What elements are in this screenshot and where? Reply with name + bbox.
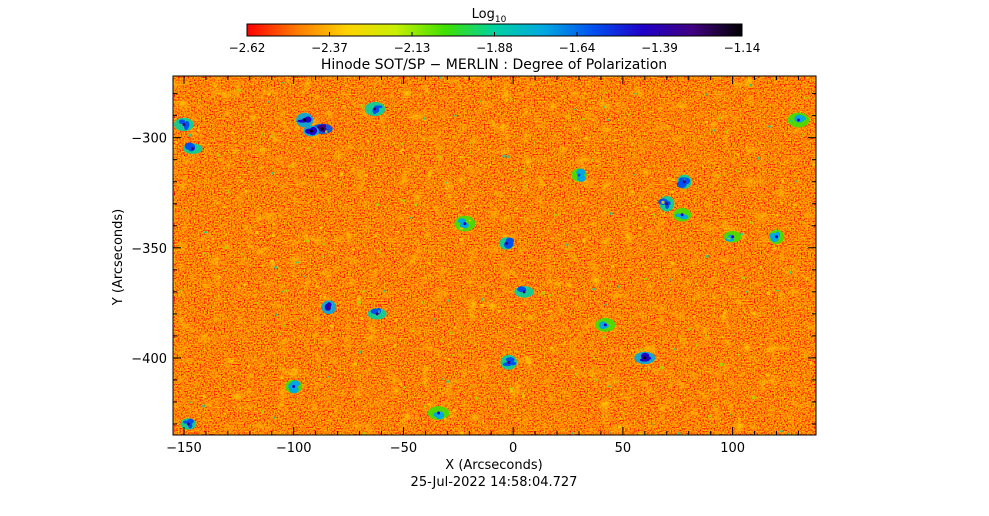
colorbar: Log10 −2.62 −2.37 −2.13 −1.88 −1.64 −1.39 −1.1… [229, 7, 761, 55]
y-tick-label: −400 [131, 352, 167, 367]
colorbar-label: Log10 [472, 7, 507, 25]
x-tick-label: 50 [615, 441, 632, 456]
y-tick-label: −300 [131, 132, 167, 147]
polarization-patch [454, 215, 476, 232]
x-tick-label: −100 [276, 441, 312, 456]
polarization-patch [499, 237, 515, 250]
x-tick-label: 100 [720, 441, 745, 456]
polarization-patch [571, 168, 587, 182]
y-axis-label: Y (Arcseconds) [111, 209, 126, 306]
colorbar-tick-label: −2.13 [394, 41, 431, 55]
y-tick-label: −350 [131, 242, 167, 257]
polarization-patch [285, 379, 303, 394]
polarization-patch [595, 317, 616, 332]
polarization-patch [296, 112, 314, 128]
chart-title: Hinode SOT/SP − MERLIN : Degree of Polar… [321, 57, 667, 73]
y-axis: −300 −350 −400 [131, 93, 816, 425]
polarization-patch [723, 230, 742, 243]
colorbar-tick-label: −1.64 [559, 41, 596, 55]
polarization-patch [174, 117, 194, 132]
colorbar-tick-label: −1.14 [724, 41, 761, 55]
polarization-patch [514, 286, 534, 298]
x-axis: −150 −100 −50 0 50 100 [166, 76, 799, 456]
plot-frame [172, 75, 817, 436]
polarization-patch [367, 307, 387, 320]
colorbar-tick-label: −1.39 [641, 41, 678, 55]
x-tick-label: 0 [509, 441, 517, 456]
colorbar-tick-label: −2.62 [229, 41, 266, 55]
timestamp: 25-Jul-2022 14:58:04.727 [411, 475, 578, 490]
polarization-patch [427, 406, 450, 420]
colorbar-ticks: −2.62 −2.37 −2.13 −1.88 −1.64 −1.39 −1.14 [229, 32, 761, 55]
x-axis-label: X (Arcseconds) [445, 458, 542, 473]
polarization-patch [364, 101, 386, 117]
polarization-patch [182, 142, 203, 154]
polarization-patch [500, 354, 517, 370]
polarization-patch [787, 112, 810, 128]
plot-area [173, 76, 816, 435]
polarization-patch [303, 125, 320, 137]
polarization-patch [180, 418, 197, 430]
x-tick-label: −50 [390, 441, 417, 456]
polarization-patch [672, 207, 692, 222]
colorbar-tick-label: −2.37 [311, 41, 348, 55]
heatmap-features [173, 76, 816, 435]
heatmap-texture-coarse [173, 76, 816, 435]
x-tick-label: −150 [166, 441, 202, 456]
polarization-patch [634, 351, 656, 365]
polarization-patch [676, 174, 692, 189]
polarization-patch [768, 229, 785, 245]
colorbar-tick-label: −1.88 [476, 41, 513, 55]
heatmap-speckles [173, 76, 816, 435]
polarization-patch [321, 300, 337, 315]
